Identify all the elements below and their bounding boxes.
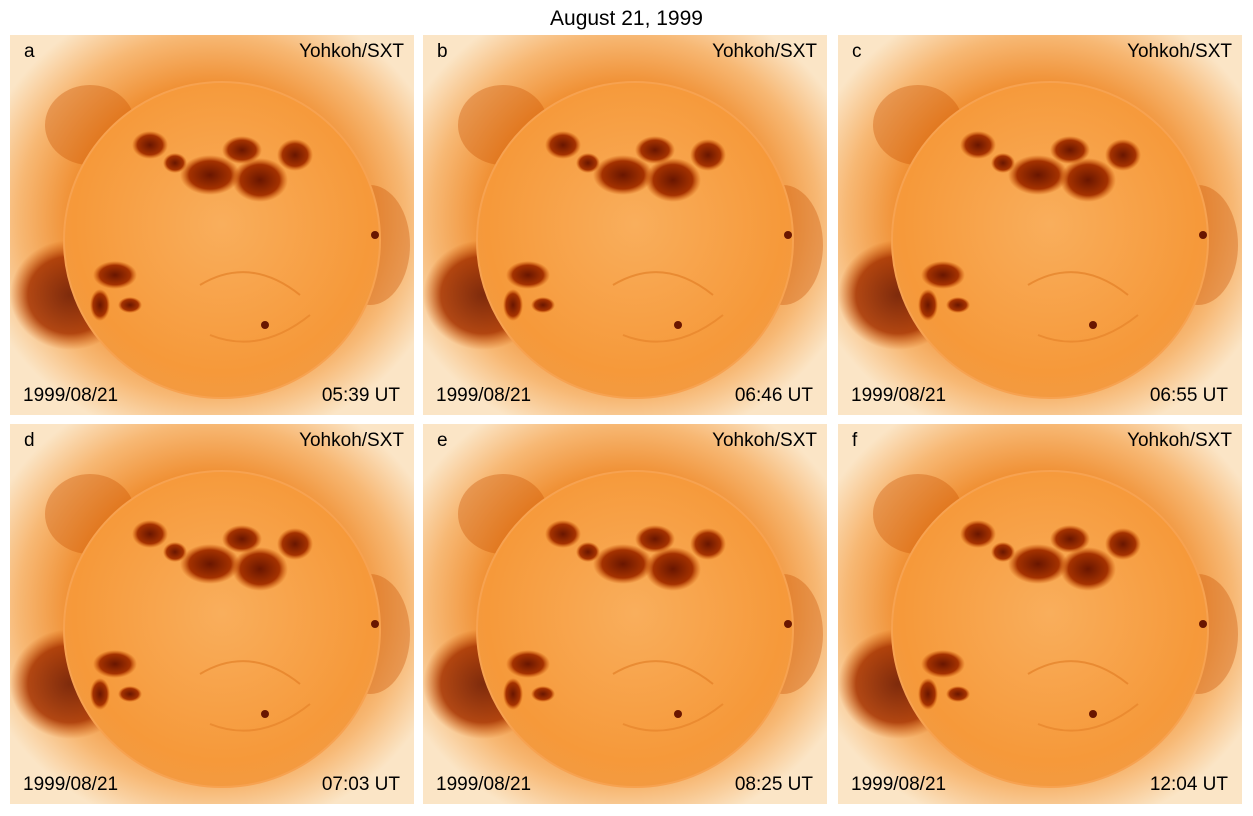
sxt-image-panel-c: c Yohkoh/SXT 1999/08/21 06:55 UT — [838, 35, 1242, 415]
date-label: 1999/08/21 — [851, 385, 947, 406]
solar-xray-image — [423, 35, 827, 415]
instrument-label: Yohkoh/SXT — [712, 41, 817, 62]
panel-letter: a — [24, 41, 35, 62]
solar-xray-image — [838, 35, 1242, 415]
instrument-label: Yohkoh/SXT — [1127, 41, 1232, 62]
instrument-label: Yohkoh/SXT — [712, 430, 817, 451]
time-label: 06:55 UT — [1149, 385, 1228, 406]
figure-title: August 21, 1999 — [550, 7, 703, 30]
date-label: 1999/08/21 — [851, 774, 947, 795]
panel-letter: b — [437, 41, 448, 62]
date-label: 1999/08/21 — [436, 774, 532, 795]
panel-letter: f — [852, 430, 858, 451]
instrument-label: Yohkoh/SXT — [1127, 430, 1232, 451]
sxt-image-panel-a: a Yohkoh/SXT 1999/08/21 05:39 UT — [10, 35, 414, 415]
panel-letter: c — [852, 41, 862, 62]
date-label: 1999/08/21 — [436, 385, 532, 406]
time-label: 07:03 UT — [321, 774, 400, 795]
solar-xray-image — [838, 424, 1242, 804]
time-label: 12:04 UT — [1149, 774, 1228, 795]
solar-xray-image — [423, 424, 827, 804]
panel-letter: e — [437, 430, 448, 451]
time-label: 06:46 UT — [734, 385, 813, 406]
sxt-image-panel-b: b Yohkoh/SXT 1999/08/21 06:46 UT — [423, 35, 827, 415]
instrument-label: Yohkoh/SXT — [299, 41, 404, 62]
solar-xray-image — [10, 35, 414, 415]
panel-letter: d — [24, 430, 35, 451]
time-label: 05:39 UT — [321, 385, 400, 406]
sxt-image-panel-e: e Yohkoh/SXT 1999/08/21 08:25 UT — [423, 424, 827, 804]
time-label: 08:25 UT — [734, 774, 813, 795]
date-label: 1999/08/21 — [23, 774, 119, 795]
instrument-label: Yohkoh/SXT — [299, 430, 404, 451]
solar-xray-image — [10, 424, 414, 804]
date-label: 1999/08/21 — [23, 385, 119, 406]
sxt-image-panel-f: f Yohkoh/SXT 1999/08/21 12:04 UT — [838, 424, 1242, 804]
sxt-image-panel-d: d Yohkoh/SXT 1999/08/21 07:03 UT — [10, 424, 414, 804]
